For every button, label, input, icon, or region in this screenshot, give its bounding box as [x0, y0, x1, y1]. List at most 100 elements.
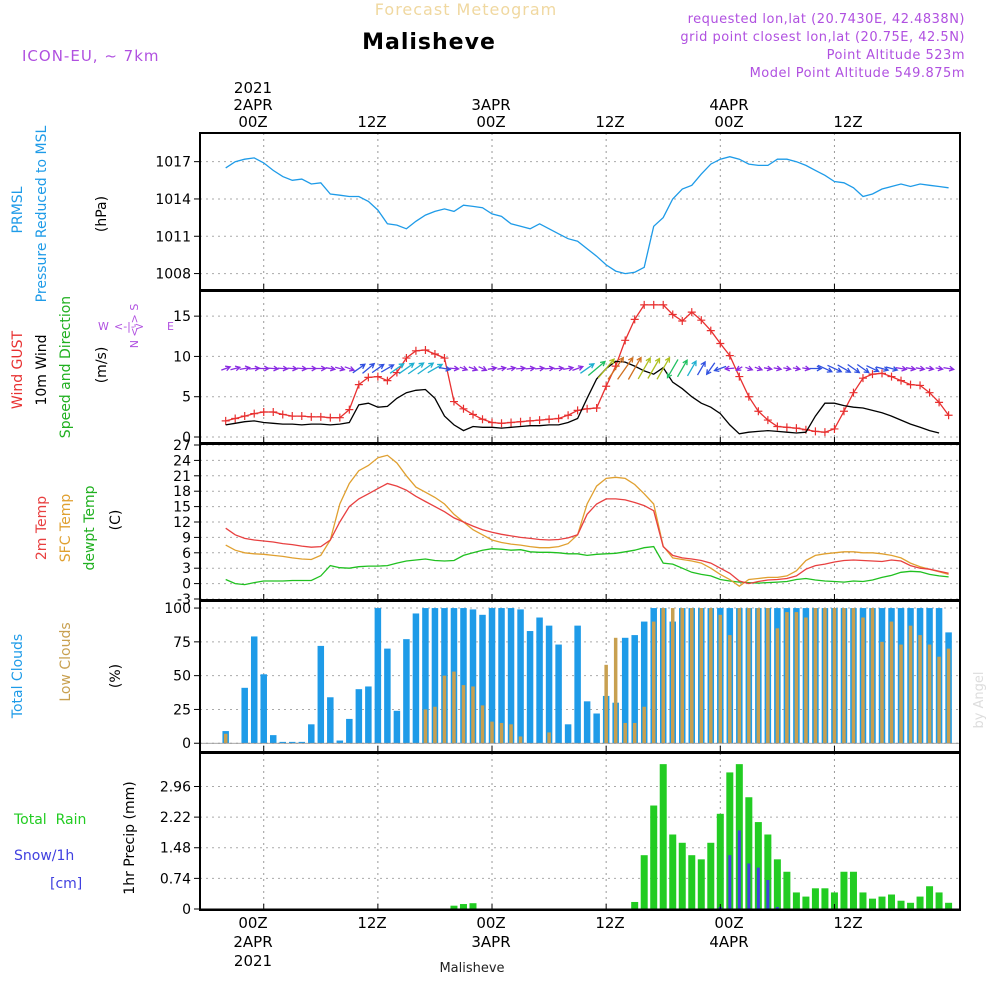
wind-gust-marker: [221, 416, 230, 425]
pressure-unit: (hPa): [94, 196, 110, 232]
wind-ytick-label-2: 5: [182, 390, 191, 406]
wind-gust-marker: [659, 300, 668, 309]
low-clouds-bar: [423, 709, 428, 744]
wind-direction-arrow: [735, 365, 743, 371]
wind-direction-arrow: [239, 365, 252, 372]
wind-direction-arrow: [287, 365, 299, 372]
wind-gust-marker: [897, 376, 906, 385]
low-clouds-bar: [471, 686, 475, 744]
temp-ytick-label-8: 18: [173, 484, 191, 500]
low-clouds-bar: [680, 608, 685, 744]
low-clouds-bar: [452, 671, 456, 744]
top-year-label: 2021: [234, 79, 272, 97]
temp-label-dewpt: dewpt Temp: [82, 485, 98, 570]
wind-gust-marker: [250, 409, 259, 418]
clouds-ytick-label-5: 100: [164, 601, 191, 617]
wind-direction-arrow: [572, 365, 585, 372]
temp-unit: (C): [108, 510, 124, 531]
compass-west: W: [98, 320, 109, 333]
wind-direction-arrow: [459, 365, 469, 372]
bottom-tick-label-4: 12Z: [595, 914, 624, 932]
pressure-plot-area: [200, 133, 960, 290]
low-clouds-bar: [661, 608, 665, 744]
rain-bar: [773, 859, 781, 909]
top-tick-label-6: 12Z: [833, 113, 862, 131]
total-clouds-bar: [260, 674, 267, 744]
wind-direction-arrow: [553, 365, 565, 372]
top-day-label-3: 4APR: [709, 96, 748, 114]
wind-gust-marker: [697, 316, 706, 325]
temp-ytick-label-6: 12: [173, 515, 191, 531]
pressure-ytick-label-1: 1008: [155, 267, 191, 283]
wind-gust-marker: [782, 423, 791, 432]
bottom-tick-label-6: 12Z: [833, 914, 862, 932]
wind-panel-labels: Wind GUST 10m Wind Speed and Direction (…: [10, 296, 174, 438]
total-clouds-bar: [422, 608, 429, 744]
wind-gust-marker: [545, 415, 554, 424]
wind-direction-arrow: [827, 364, 843, 373]
rain-bar: [945, 902, 953, 909]
wind-direction-arrow: [221, 365, 232, 372]
wind-direction-arrow: [398, 362, 415, 375]
wind-label-speed-dir: Speed and Direction: [58, 296, 74, 438]
chart-title: Malisheve: [362, 30, 496, 55]
wind-gust-marker: [735, 372, 744, 381]
low-clouds-bar: [946, 648, 951, 744]
total-clouds-bar: [241, 687, 248, 744]
rain-bar: [792, 892, 800, 909]
temp-dewpt-line: [225, 545, 949, 586]
low-clouds-bar: [442, 675, 447, 744]
wind-direction-arrow: [544, 365, 556, 372]
model-label: ICON-EU, ~ 7km: [22, 47, 160, 65]
low-clouds-bar: [518, 736, 523, 744]
low-clouds-bar: [604, 664, 608, 744]
low-clouds-bar: [709, 608, 713, 744]
total-clouds-bar: [507, 608, 515, 744]
rain-bar: [840, 871, 848, 909]
wind-direction-arrow: [417, 362, 435, 375]
wind-gust-marker: [240, 412, 249, 421]
low-clouds-bar: [880, 641, 884, 744]
wind-direction-arrow: [352, 363, 366, 374]
temp-label-2m: 2m Temp: [34, 496, 50, 560]
clouds-ytick-label-2: 25: [173, 702, 191, 718]
wind-gust-marker: [725, 351, 734, 360]
compass-ns: N <-> S: [128, 304, 141, 349]
wind-gust-marker: [583, 404, 592, 413]
total-clouds-bar: [308, 724, 315, 744]
low-clouds-bar: [756, 608, 761, 744]
low-clouds-bar: [851, 608, 856, 744]
total-clouds-bar: [498, 608, 505, 744]
temp-label-sfc: SFC Temp: [58, 494, 74, 563]
total-clouds-bar: [564, 724, 572, 744]
total-clouds-bar: [479, 614, 486, 744]
wind-gust-marker: [449, 397, 458, 406]
wind-gust-marker: [278, 410, 287, 419]
wind-direction-arrow: [268, 365, 280, 372]
wind-direction-arrow: [525, 365, 536, 372]
clouds-ytick-label-1: 0: [182, 736, 191, 752]
snow-bar: [747, 863, 751, 909]
precip-ytick-label-5: 2.96: [160, 779, 191, 795]
wind-gust-marker: [373, 372, 382, 381]
low-clouds-bar: [918, 635, 922, 744]
precip-label-cm: [cm]: [50, 876, 82, 892]
wind-gust-marker: [935, 398, 944, 407]
low-clouds-bar: [813, 608, 818, 744]
wind-direction-arrow: [895, 365, 908, 372]
rain-bar: [716, 813, 724, 909]
total-clouds-bar: [336, 740, 344, 744]
wind-label-10m: 10m Wind: [34, 334, 50, 405]
total-clouds-bar: [250, 636, 258, 744]
total-clouds-bar: [346, 718, 353, 744]
low-clouds-bar: [737, 608, 742, 744]
wind-gust-marker: [849, 388, 858, 397]
wind-gust-marker: [640, 300, 649, 309]
low-clouds-bar: [785, 612, 789, 744]
wind-direction-arrow: [607, 356, 625, 380]
rain-bar: [650, 805, 658, 909]
total-clouds-bar: [289, 741, 296, 744]
rain-bar: [726, 772, 734, 909]
wind-direction-arrow: [745, 365, 754, 372]
wind-gust-marker: [297, 412, 306, 421]
